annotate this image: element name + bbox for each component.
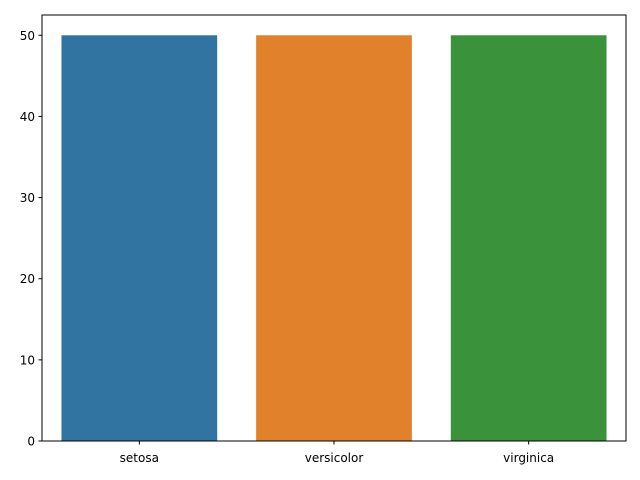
x-tick-label: setosa bbox=[120, 451, 159, 465]
x-axis: setosa versicolor virginica bbox=[120, 441, 554, 465]
bars-group bbox=[61, 35, 607, 442]
y-tick-label: 40 bbox=[20, 110, 35, 124]
x-tick-label: versicolor bbox=[305, 451, 364, 465]
bar-setosa bbox=[61, 35, 218, 442]
bar-virginica bbox=[450, 35, 607, 442]
y-axis: 0 10 20 30 40 50 bbox=[20, 29, 42, 449]
y-tick-label: 30 bbox=[20, 191, 35, 205]
y-tick-label: 20 bbox=[20, 272, 35, 286]
x-tick-label: virginica bbox=[503, 451, 554, 465]
y-tick-label: 10 bbox=[20, 353, 35, 367]
plot-frame bbox=[41, 14, 627, 442]
y-tick-label: 0 bbox=[27, 435, 35, 449]
y-tick-label: 50 bbox=[20, 29, 35, 43]
bar-versicolor bbox=[256, 35, 412, 442]
